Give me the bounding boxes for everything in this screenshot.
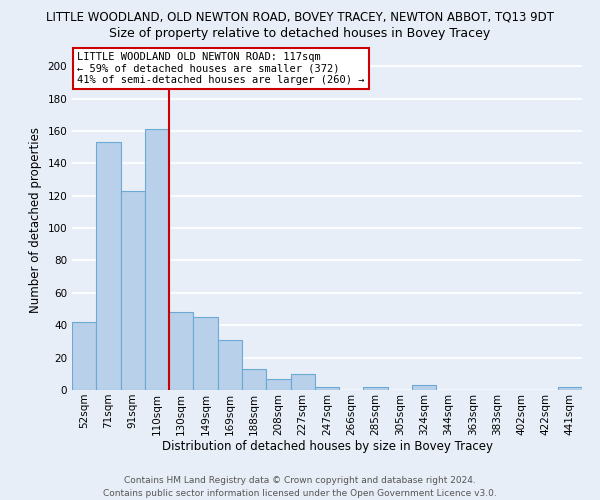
Bar	[169, 312, 193, 390]
Text: LITTLE WOODLAND OLD NEWTON ROAD: 117sqm
← 59% of detached houses are smaller (37: LITTLE WOODLAND OLD NEWTON ROAD: 117sqm …	[77, 52, 365, 85]
Bar	[96, 142, 121, 390]
X-axis label: Distribution of detached houses by size in Bovey Tracey: Distribution of detached houses by size …	[161, 440, 493, 454]
Bar	[412, 385, 436, 390]
Bar	[558, 387, 582, 390]
Bar	[290, 374, 315, 390]
Bar	[218, 340, 242, 390]
Text: LITTLE WOODLAND, OLD NEWTON ROAD, BOVEY TRACEY, NEWTON ABBOT, TQ13 9DT: LITTLE WOODLAND, OLD NEWTON ROAD, BOVEY …	[46, 10, 554, 23]
Bar	[364, 387, 388, 390]
Text: Contains HM Land Registry data © Crown copyright and database right 2024.
Contai: Contains HM Land Registry data © Crown c…	[103, 476, 497, 498]
Bar	[121, 191, 145, 390]
Bar	[315, 387, 339, 390]
Y-axis label: Number of detached properties: Number of detached properties	[29, 127, 42, 313]
Bar	[145, 130, 169, 390]
Bar	[266, 378, 290, 390]
Bar	[193, 317, 218, 390]
Bar	[242, 369, 266, 390]
Bar	[72, 322, 96, 390]
Text: Size of property relative to detached houses in Bovey Tracey: Size of property relative to detached ho…	[109, 28, 491, 40]
